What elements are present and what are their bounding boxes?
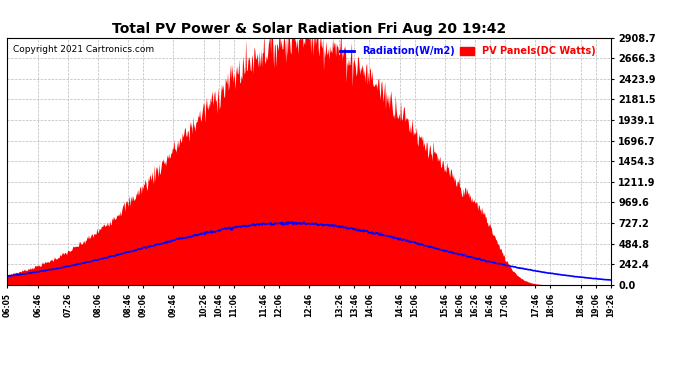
- Text: Copyright 2021 Cartronics.com: Copyright 2021 Cartronics.com: [13, 45, 154, 54]
- Title: Total PV Power & Solar Radiation Fri Aug 20 19:42: Total PV Power & Solar Radiation Fri Aug…: [112, 22, 506, 36]
- Legend: Radiation(W/m2), PV Panels(DC Watts): Radiation(W/m2), PV Panels(DC Watts): [336, 42, 600, 60]
